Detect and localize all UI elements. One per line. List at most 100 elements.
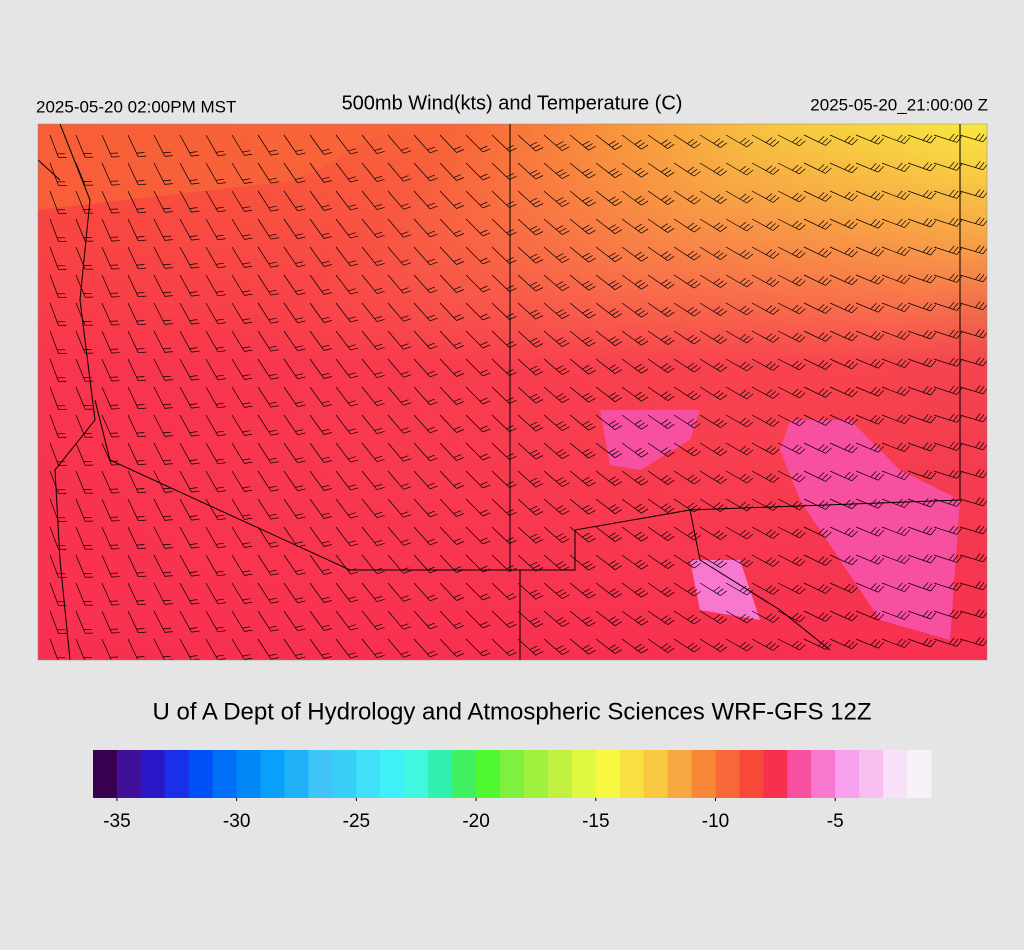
wind-barb	[387, 162, 412, 182]
wind-barb	[569, 190, 596, 207]
map-title: 500mb Wind(kts) and Temperature (C)	[342, 92, 683, 114]
wind-barb	[647, 190, 675, 205]
wind-barb	[725, 246, 754, 260]
wind-barb	[699, 582, 728, 596]
wind-barb	[907, 190, 937, 200]
wind-barb	[127, 582, 147, 606]
wind-barb	[387, 302, 412, 322]
wind-barb	[751, 162, 780, 175]
wind-barb	[595, 274, 623, 291]
wind-barb	[465, 358, 491, 377]
wind-barb	[283, 190, 306, 212]
wind-barb	[673, 414, 701, 429]
wind-barb	[491, 190, 517, 208]
wind-barb	[387, 134, 412, 154]
wind-barb	[621, 358, 649, 374]
wind-barb	[933, 413, 963, 423]
wind-barb	[49, 582, 67, 606]
wind-barb	[257, 218, 279, 240]
wind-barb	[49, 386, 67, 410]
wind-barb	[855, 134, 884, 145]
wind-barb	[491, 582, 517, 600]
wind-barb	[283, 274, 306, 296]
wind-barb	[725, 554, 754, 568]
wind-barb	[855, 442, 884, 453]
wind-barb	[725, 330, 754, 344]
wind-barb	[907, 162, 937, 172]
wind-barb	[699, 274, 728, 288]
wind-barb	[153, 442, 173, 465]
wind-barb	[309, 134, 332, 155]
wind-barb	[777, 414, 806, 427]
wind-barb	[465, 246, 491, 265]
colorbar-swatch	[116, 750, 142, 798]
wind-barb	[439, 610, 465, 629]
wind-barb	[829, 442, 858, 454]
wind-barb	[517, 218, 544, 236]
wind-barb	[543, 190, 570, 207]
wind-barb	[699, 442, 728, 456]
wind-barb	[673, 218, 701, 233]
wind-barb	[855, 358, 884, 369]
wind-barb	[387, 526, 412, 546]
wind-barb	[413, 498, 438, 518]
wind-barb	[621, 134, 649, 150]
wind-barb	[153, 582, 173, 605]
wind-barb	[803, 470, 832, 482]
wind-barb	[231, 162, 253, 184]
wind-barb	[101, 498, 120, 522]
wind-barb	[153, 498, 173, 521]
wind-barb	[75, 554, 94, 578]
wind-barb	[881, 498, 911, 508]
wind-barb	[543, 218, 570, 235]
wind-barb	[465, 302, 491, 321]
wind-barb	[101, 358, 120, 382]
wind-barb	[231, 302, 253, 324]
colorbar-swatch	[260, 750, 286, 798]
wind-barb	[127, 554, 147, 578]
wind-barb	[517, 526, 544, 544]
wind-barb	[933, 553, 963, 563]
wind-barb	[777, 498, 806, 511]
wind-barb	[881, 610, 911, 620]
wind-barb	[361, 162, 385, 183]
wind-barb	[231, 414, 253, 436]
wind-barb	[699, 414, 728, 428]
wind-barb	[205, 190, 226, 213]
wind-barb	[855, 638, 884, 649]
wind-barb	[569, 358, 596, 375]
wind-barb	[309, 498, 332, 519]
wind-barb	[621, 498, 649, 514]
colorbar-tick-label: -20	[462, 811, 489, 832]
wind-barb	[933, 637, 963, 647]
wind-barb	[907, 358, 937, 368]
wind-barb	[751, 638, 780, 651]
wind-barb	[361, 330, 385, 351]
wind-barb	[569, 302, 596, 319]
wind-barb	[699, 498, 728, 512]
colorbar-swatch	[236, 750, 262, 798]
wind-barb	[413, 274, 438, 294]
wind-barb	[777, 470, 806, 483]
wind-barb	[933, 497, 963, 507]
wind-barb	[335, 302, 359, 323]
wind-barb	[127, 162, 147, 186]
wind-barb	[335, 134, 359, 155]
colorbar-swatch	[428, 750, 453, 798]
temperature-field	[38, 124, 400, 210]
colorbar-swatch	[883, 750, 908, 798]
wind-barb	[595, 162, 623, 179]
wind-barb	[491, 498, 517, 516]
wind-barb	[751, 190, 780, 203]
wind-barb	[257, 302, 279, 324]
wind-barb	[647, 582, 675, 597]
wind-barb	[75, 190, 94, 214]
wind-barb	[569, 414, 596, 431]
wind-barb	[127, 302, 147, 326]
wind-barb	[959, 357, 987, 367]
wind-barb	[231, 638, 253, 660]
wind-barb	[231, 218, 253, 240]
wind-barb	[543, 386, 570, 403]
wind-barb	[257, 526, 279, 548]
wind-barb	[621, 582, 649, 598]
